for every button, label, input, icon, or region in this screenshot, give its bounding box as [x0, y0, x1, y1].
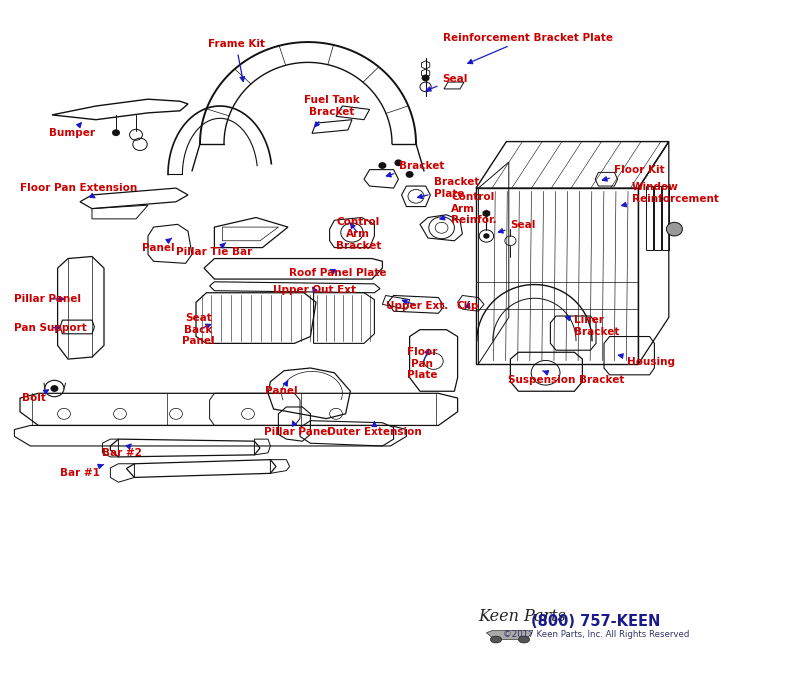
- Text: Seat
Back
Panel: Seat Back Panel: [182, 313, 214, 346]
- Text: Outer Extension: Outer Extension: [327, 421, 422, 437]
- Circle shape: [50, 385, 58, 392]
- Text: Floor Kit: Floor Kit: [602, 165, 665, 181]
- Text: Bumper: Bumper: [49, 123, 95, 138]
- Text: Liner
Bracket: Liner Bracket: [566, 315, 620, 337]
- Text: Bar #1: Bar #1: [60, 464, 104, 478]
- Circle shape: [378, 162, 386, 169]
- Text: Floor Pan Extension: Floor Pan Extension: [20, 183, 138, 198]
- Ellipse shape: [518, 636, 530, 643]
- Circle shape: [422, 75, 430, 81]
- Circle shape: [394, 159, 402, 166]
- Text: Window
Reinforcement: Window Reinforcement: [622, 182, 719, 207]
- Text: (800) 757-KEEN: (800) 757-KEEN: [531, 614, 661, 629]
- Circle shape: [666, 222, 682, 236]
- Text: Bracket
Plate: Bracket Plate: [418, 177, 479, 199]
- Text: Keen Parts: Keen Parts: [478, 609, 566, 625]
- Text: Seal: Seal: [426, 74, 468, 91]
- Text: Panel: Panel: [142, 238, 174, 252]
- Text: Bracket: Bracket: [386, 161, 445, 177]
- Text: Upper Out Ext: Upper Out Ext: [273, 285, 356, 295]
- Text: Bolt: Bolt: [22, 390, 49, 403]
- Text: Pan Support: Pan Support: [14, 323, 87, 332]
- Circle shape: [112, 129, 120, 136]
- Text: Fuel Tank
Bracket: Fuel Tank Bracket: [304, 95, 360, 127]
- Text: Pillar Panel: Pillar Panel: [14, 294, 82, 304]
- Text: Frame Kit: Frame Kit: [207, 40, 265, 81]
- Polygon shape: [486, 631, 532, 640]
- Text: Seal: Seal: [498, 220, 536, 233]
- Text: Bar #2: Bar #2: [102, 444, 142, 458]
- Text: Floor
Pan
Plate: Floor Pan Plate: [407, 347, 438, 380]
- Text: Suspension Bracket: Suspension Bracket: [508, 371, 624, 384]
- Text: Roof Panel Plate: Roof Panel Plate: [289, 268, 386, 278]
- Text: Upper Ext.: Upper Ext.: [386, 300, 449, 311]
- Circle shape: [406, 171, 414, 178]
- Text: Reinforcement Bracket Plate: Reinforcement Bracket Plate: [443, 33, 613, 64]
- Text: Clip: Clip: [457, 301, 479, 311]
- Ellipse shape: [490, 636, 502, 643]
- Text: Pillar Panel: Pillar Panel: [264, 421, 331, 437]
- Text: ©2017 Keen Parts, Inc. All Rights Reserved: ©2017 Keen Parts, Inc. All Rights Reserv…: [503, 629, 689, 639]
- Text: Panel: Panel: [266, 381, 298, 396]
- Text: Control
Arm
Reinfor.: Control Arm Reinfor.: [440, 192, 497, 225]
- Text: Housing: Housing: [618, 354, 675, 367]
- Text: Pillar Tie Bar: Pillar Tie Bar: [176, 243, 253, 257]
- Circle shape: [483, 233, 490, 239]
- Text: Control
Arm
Bracket: Control Arm Bracket: [336, 218, 381, 250]
